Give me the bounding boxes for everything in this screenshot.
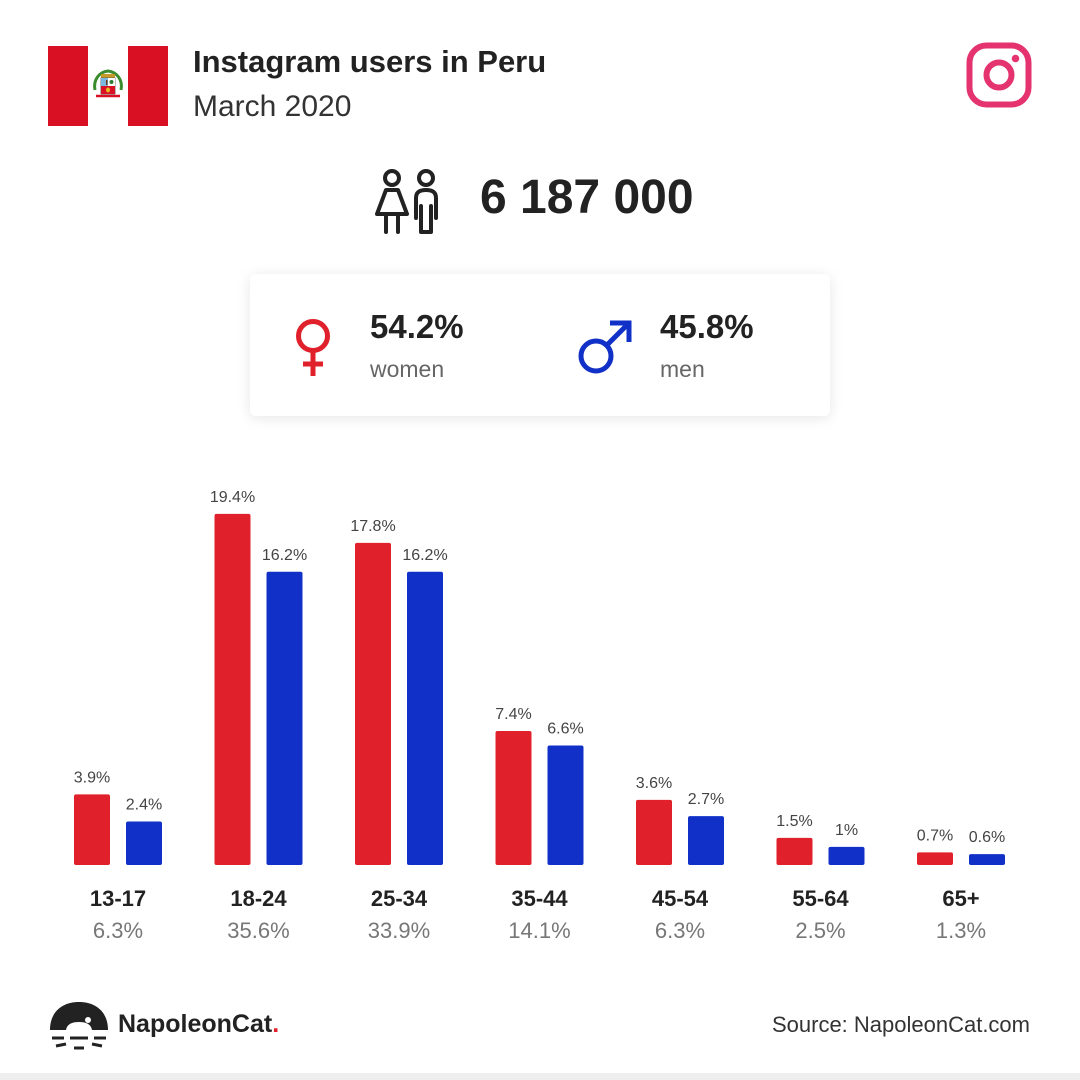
bar-value-label: 7.4% bbox=[495, 706, 531, 723]
category-label: 45-54 bbox=[652, 886, 709, 911]
bar-18-24-series-2 bbox=[266, 571, 303, 865]
age-gender-bar-chart: 3.9% 2.4% 13-17 6.3% 19.4% 16.2% 18-24 35.6% 17.… bbox=[74, 489, 1005, 943]
bar-value-label: 19.4% bbox=[210, 489, 255, 506]
category-label: 55-64 bbox=[792, 886, 849, 911]
category-total-label: 14.1% bbox=[508, 918, 570, 943]
people-icon bbox=[375, 169, 438, 234]
category-label: 65+ bbox=[942, 886, 979, 911]
category-total-label: 2.5% bbox=[795, 918, 845, 943]
instagram-icon bbox=[966, 42, 1032, 108]
women-percent: 54.2% bbox=[370, 308, 464, 345]
bar-value-label: 2.7% bbox=[688, 791, 724, 808]
bar-value-label: 0.6% bbox=[969, 829, 1005, 846]
female-symbol-icon bbox=[296, 319, 330, 376]
source-text: Source: NapoleonCat.com bbox=[771, 1012, 1030, 1037]
bar-value-label: 3.9% bbox=[74, 769, 110, 786]
page-title: Instagram users in Peru bbox=[193, 44, 547, 79]
women-label: women bbox=[370, 356, 445, 382]
gender-breakdown-card: 54.2% women 45.8% men bbox=[250, 274, 830, 416]
bar-65+-series-1 bbox=[917, 852, 953, 865]
bar-45-54-series-2 bbox=[688, 816, 724, 865]
bar-13-17-series-1 bbox=[74, 794, 110, 865]
bar-35-44-series-1 bbox=[495, 731, 532, 865]
male-symbol-icon bbox=[578, 320, 632, 374]
bar-value-label: 16.2% bbox=[262, 547, 307, 564]
brand-dot: . bbox=[272, 1010, 280, 1038]
bar-value-label: 1% bbox=[835, 822, 858, 839]
page-subtitle: March 2020 bbox=[193, 90, 352, 123]
bar-55-64-series-1 bbox=[776, 837, 813, 865]
category-label: 25-34 bbox=[371, 886, 428, 911]
bar-35-44-series-2 bbox=[547, 745, 584, 865]
bar-65+-series-2 bbox=[969, 854, 1005, 865]
bar-13-17-series-2 bbox=[126, 821, 162, 865]
category-label: 18-24 bbox=[230, 886, 287, 911]
men-percent: 45.8% bbox=[660, 308, 754, 345]
brand-name-text: NapoleonCat bbox=[118, 1010, 273, 1038]
category-total-label: 1.3% bbox=[936, 918, 986, 943]
bar-value-label: 6.6% bbox=[547, 721, 583, 738]
peru-flag-icon bbox=[48, 46, 168, 126]
category-total-label: 6.3% bbox=[655, 918, 705, 943]
bar-value-label: 1.5% bbox=[776, 813, 812, 830]
category-total-label: 33.9% bbox=[368, 918, 430, 943]
bar-25-34-series-2 bbox=[407, 571, 443, 865]
bar-value-label: 17.8% bbox=[350, 518, 395, 535]
bar-value-label: 0.7% bbox=[917, 827, 953, 844]
men-label: men bbox=[660, 356, 705, 382]
category-label: 35-44 bbox=[511, 886, 568, 911]
bar-18-24-series-1 bbox=[214, 513, 251, 865]
bar-value-label: 3.6% bbox=[636, 775, 672, 792]
bar-value-label: 2.4% bbox=[126, 797, 162, 814]
total-users-value: 6 187 000 bbox=[480, 171, 694, 224]
category-total-label: 6.3% bbox=[93, 918, 143, 943]
napoleoncat-logo-icon bbox=[50, 1002, 108, 1050]
bar-25-34-series-1 bbox=[355, 542, 391, 865]
bar-55-64-series-2 bbox=[828, 846, 865, 865]
category-total-label: 35.6% bbox=[227, 918, 289, 943]
brand-name: NapoleonCat. bbox=[118, 1010, 279, 1039]
bottom-divider bbox=[0, 1073, 1080, 1080]
category-label: 13-17 bbox=[90, 886, 146, 911]
bar-value-label: 16.2% bbox=[402, 547, 447, 564]
bar-45-54-series-1 bbox=[636, 799, 672, 865]
